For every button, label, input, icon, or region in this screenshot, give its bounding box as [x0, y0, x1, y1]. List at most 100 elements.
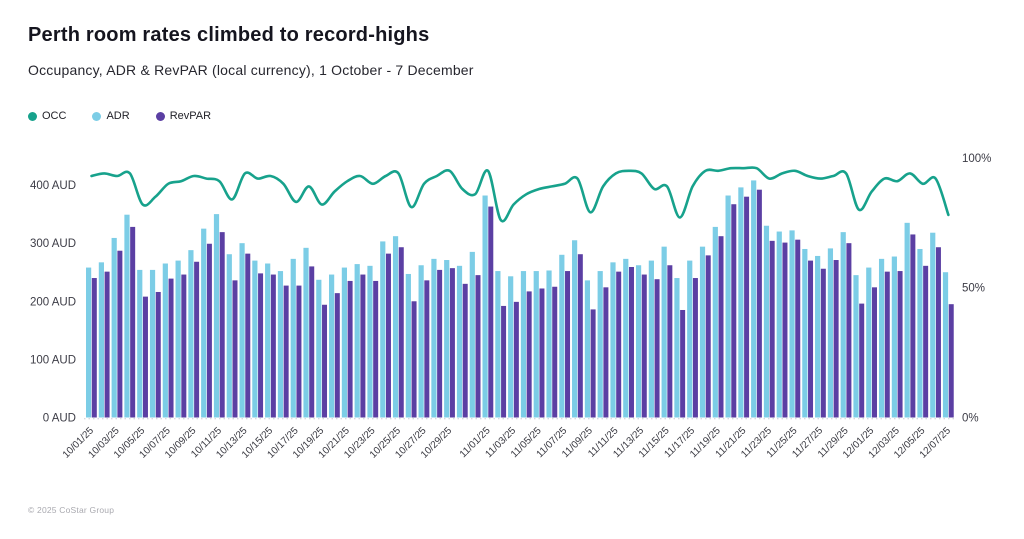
revpar-bar — [130, 226, 136, 418]
adr-bar — [316, 279, 322, 418]
revpar-bar — [923, 265, 929, 418]
revpar-bar — [488, 206, 494, 418]
adr-bar — [648, 260, 654, 418]
adr-bar — [444, 260, 450, 418]
revpar-bar — [565, 271, 571, 418]
revpar-bar — [833, 260, 839, 418]
adr-bar — [341, 267, 347, 418]
adr-legend-dot-icon — [92, 111, 102, 121]
adr-bar — [623, 258, 629, 418]
adr-bar — [137, 269, 143, 418]
adr-bar — [469, 251, 475, 418]
revpar-bar — [654, 279, 660, 418]
revpar-bar — [219, 232, 225, 418]
adr-bar — [840, 232, 846, 418]
adr-bar — [738, 187, 744, 418]
adr-bar — [853, 275, 859, 418]
revpar-bar — [628, 266, 634, 418]
revpar-bar — [795, 239, 801, 418]
revpar-bar — [462, 283, 468, 418]
adr-bar — [827, 248, 834, 418]
revpar-legend-dot-icon — [155, 111, 165, 121]
revpar-bar — [705, 255, 711, 418]
y-axis-tick-label: 400 AUD — [30, 180, 76, 192]
revpar-bar — [513, 301, 519, 418]
adr-bar — [226, 254, 232, 418]
right-axis-tick-label: 0% — [962, 413, 979, 425]
adr-bar — [418, 265, 424, 418]
revpar-bar — [539, 288, 545, 418]
revpar-bar — [398, 247, 404, 418]
adr-bar — [162, 263, 168, 418]
adr-bar — [175, 260, 181, 418]
revpar-bar — [385, 253, 391, 418]
revpar-bar — [296, 285, 302, 418]
revpar-bar — [731, 204, 737, 418]
adr-bar — [904, 222, 910, 418]
revpar-bar — [142, 296, 148, 418]
revpar-bar — [181, 274, 187, 418]
adr-bar — [597, 271, 603, 418]
revpar-bar — [91, 278, 97, 418]
copyright-notice: © 2025 CoStar Group — [28, 505, 115, 515]
adr-bar — [802, 248, 808, 418]
revpar-bar — [373, 280, 379, 418]
revpar-bar — [871, 287, 877, 418]
revpar-bar — [948, 304, 954, 418]
adr-bar — [252, 260, 258, 418]
adr-bar — [674, 278, 680, 418]
revpar-bar — [756, 189, 762, 418]
adr-bar — [482, 195, 488, 418]
adr-bar — [763, 225, 770, 418]
adr-bar — [712, 226, 718, 418]
revpar-bar — [360, 274, 366, 418]
adr-bar — [495, 271, 501, 418]
adr-bar — [584, 280, 591, 418]
adr-bar — [149, 269, 156, 418]
page-title: Perth room rates climbed to record-highs — [28, 24, 430, 46]
adr-bar — [508, 276, 514, 418]
revpar-bar — [897, 271, 903, 418]
revpar-bar — [552, 286, 558, 418]
y-axis-tick-label: 100 AUD — [30, 354, 76, 366]
adr-bar — [188, 250, 194, 418]
revpar-bar — [117, 250, 123, 418]
revpar-bar — [846, 243, 852, 418]
revpar-bar — [744, 196, 750, 418]
revpar-bar — [859, 303, 865, 418]
adr-bar — [277, 271, 284, 418]
right-axis-tick-label: 50% — [962, 283, 985, 295]
revpar-bar — [616, 271, 622, 418]
legend-item-revpar: RevPAR — [155, 110, 211, 122]
adr-bar — [610, 262, 616, 418]
chart-subtitle: Occupancy, ADR & RevPAR (local currency)… — [28, 62, 474, 78]
adr-bar — [201, 228, 207, 418]
right-axis-tick-label: 100% — [962, 153, 991, 165]
adr-bar — [303, 247, 309, 418]
revpar-bar — [309, 266, 315, 418]
adr-bar — [866, 267, 872, 418]
adr-bar — [635, 265, 642, 418]
revpar-bar — [910, 234, 916, 418]
revpar-bar — [501, 305, 507, 418]
revpar-bar — [168, 278, 174, 418]
legend-label-occ: OCC — [42, 110, 67, 122]
adr-bar — [392, 236, 399, 418]
revpar-bar — [884, 271, 890, 418]
y-axis-tick-label: 200 AUD — [30, 296, 76, 308]
revpar-bar — [782, 242, 788, 418]
adr-bar — [891, 256, 897, 418]
adr-bar — [789, 230, 795, 418]
revpar-bar — [808, 260, 814, 418]
revpar-bar — [347, 280, 353, 418]
y-axis-tick-label: 300 AUD — [30, 238, 76, 250]
adr-bar — [878, 258, 885, 418]
adr-bar — [456, 265, 463, 418]
adr-bar — [354, 264, 360, 418]
revpar-bar — [667, 265, 673, 418]
adr-bar — [533, 271, 539, 418]
revpar-bar — [603, 287, 609, 418]
y-axis-tick-label: 0 AUD — [43, 413, 76, 425]
